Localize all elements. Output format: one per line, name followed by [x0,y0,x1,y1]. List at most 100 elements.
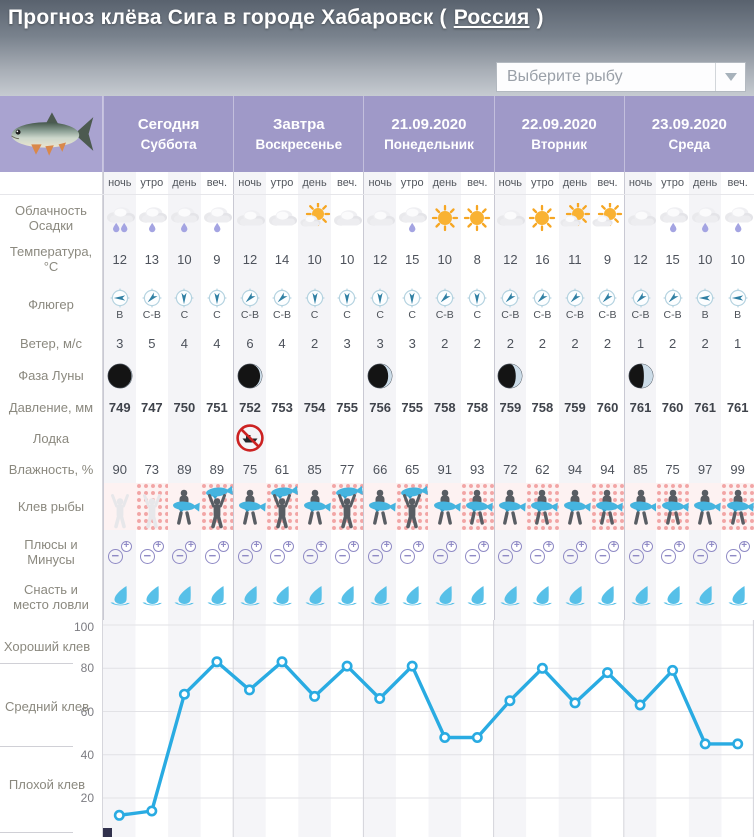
wind-direction-icon [631,288,651,308]
plus-icon [706,540,718,552]
cloud-icon [625,203,657,233]
boat-cell [688,421,722,455]
y-axis-tick: 80 [80,661,94,675]
boat-cell [266,421,299,455]
zone-separator [0,746,73,747]
cloud-rain-icon [722,203,754,233]
wind-direction-icon [142,288,162,308]
wind-direction-icon [207,288,227,308]
minus-icon [693,548,709,564]
time-label: утро [270,177,294,189]
tackle-cell [363,574,396,620]
plus-icon [413,540,425,552]
pros-cell [103,530,136,574]
cloud-rain-icon [136,203,168,233]
minus-icon [498,548,514,564]
plus-icon [575,540,587,552]
day-header-5: 23.09.2020 Среда [623,96,754,172]
temperature-cell: 13 [144,251,160,267]
humidity-cell: 90 [103,455,136,483]
tackle-float-icon [465,585,489,609]
fish-select[interactable]: Выберите рыбу [496,62,746,92]
wind_speed-cell: 2 [558,330,592,357]
pressure-cell: 759 [558,394,592,421]
pressure-cell: 756 [363,394,396,421]
bite-medium-icon [587,485,627,529]
cloud-rain-icon [689,203,721,233]
wind_dir-cell: С-В [266,278,299,330]
plus-icon [185,540,197,552]
tackle-float-icon [205,585,229,609]
plus-icon [250,540,262,552]
boat-cell [363,421,396,455]
bite-zone-label: Хороший клев [3,639,91,654]
temperature-cell: 10 [730,251,745,267]
pros-cell [461,530,494,574]
wind_dir-cell: С [168,278,201,330]
minus-icon [172,548,188,564]
row-clouds: Облачность Осадки [0,195,754,240]
wind-direction-label: С-В [435,308,454,321]
row-pros: Плюсы и Минусы [0,530,754,574]
moon-cell [233,357,266,394]
wind_dir-cell: С [298,278,331,330]
bite-medium-icon [621,485,661,529]
row-wind_dir: Флюгер В С-В С С С-В С-В С С С С С-В С С-В С-В С-В С-В С-… [0,278,754,330]
humidity-cell: 89 [168,455,201,483]
fish-image-cell [0,96,103,172]
pressure-cell: 760 [661,400,684,415]
pros-cell [526,530,559,574]
tackle-float-icon [530,585,554,609]
row-label-wind_dir: Флюгер [0,278,103,330]
wind-direction-icon [435,288,455,308]
bite-cell [265,483,299,530]
day-title: Сегодня [137,116,200,133]
pros-cell [396,530,429,574]
clouds-cell [136,195,169,240]
temperature-cell: 10 [688,240,722,278]
pros-cell [656,530,689,574]
wind_dir-cell: С [396,278,429,330]
cloud-icon [364,203,396,233]
bite-zone-label: Средний клев [4,699,90,714]
pressure-cell: 759 [493,394,527,421]
cloud-icon [331,203,363,233]
plus-icon [641,540,653,552]
bite-zone-label: Плохой клев [8,777,86,792]
minus-icon [139,548,155,564]
clouds-cell [558,195,592,240]
row-boat: Лодка [0,421,754,455]
bite-cell [363,483,396,530]
bite-poor-icon [132,485,172,529]
pressure-cell: 761 [688,394,722,421]
bite-cell [330,483,364,530]
pros-cell [428,530,462,574]
boat-cell [396,421,429,455]
cloud-rain-icon [168,203,200,233]
bite-good-icon [392,485,432,529]
chevron-down-icon[interactable] [715,63,745,91]
pros-cell [493,530,527,574]
tackle-cell [103,574,136,620]
tackle-float-icon [270,585,294,609]
tackle-float-icon [400,585,424,609]
tackle-cell [493,574,527,620]
bite-cell [135,483,169,530]
country-link[interactable]: Россия [453,6,530,29]
wind_dir-cell: С-В [623,278,657,330]
pressure-cell: 761 [726,400,749,415]
wind-direction-label: С [473,308,482,321]
plus-minus-icon [432,540,457,564]
row-label-clouds: Облачность Осадки [0,195,103,240]
wind_dir-cell: В [688,278,722,330]
pressure-cell: 754 [298,394,331,421]
wind_dir-cell: С [363,278,396,330]
wind-direction-icon [240,288,260,308]
row-label-tackle: Снасть и место ловли [0,574,103,620]
cloud-rain-icon [396,203,428,233]
humidity-cell: 65 [404,461,420,477]
fish-select-placeholder[interactable]: Выберите рыбу [507,68,623,85]
sun-icon [526,203,558,233]
minus-icon [660,548,676,564]
forecast-table: Сегодня Суббота Завтра Воскресенье 21.09.202… [0,96,754,620]
